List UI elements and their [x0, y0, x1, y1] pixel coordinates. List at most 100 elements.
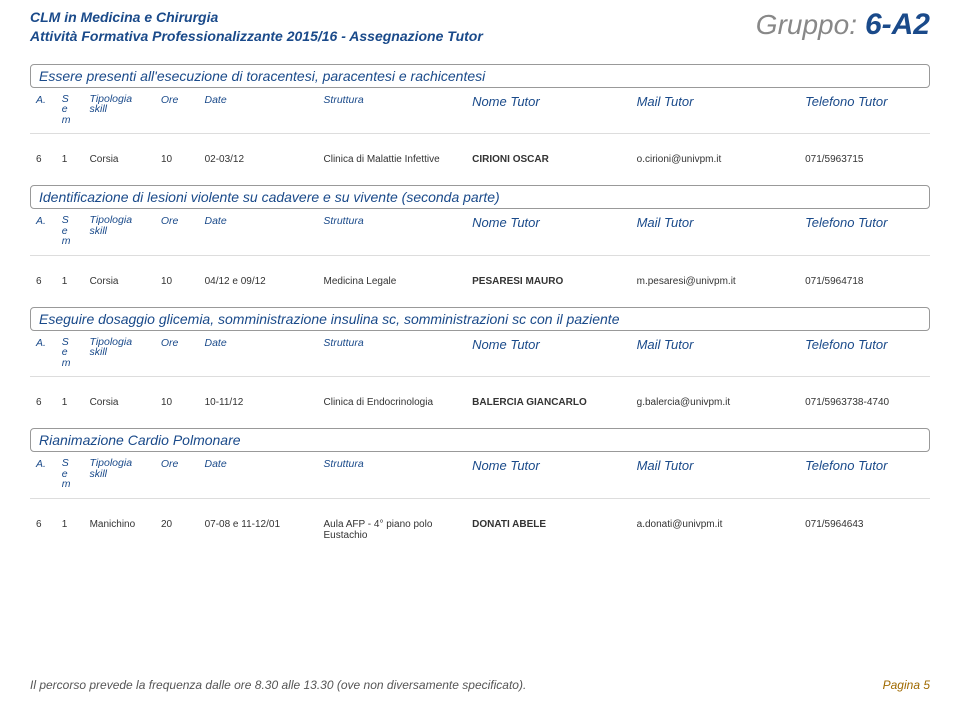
cell-a: 6: [36, 276, 62, 287]
col-tipologia-label: Tipologia skill: [90, 458, 161, 490]
cell-struttura: Aula AFP - 4° piano polo Eustachio: [324, 519, 473, 541]
page-footer: Il percorso prevede la frequenza dalle o…: [30, 678, 930, 692]
cell-a: 6: [36, 519, 62, 541]
cell-nome: DONATI ABELE: [472, 519, 637, 541]
column-header-row: A.S e mTipologia skillOreDateStrutturaNo…: [30, 333, 930, 378]
cell-tipologia: Corsia: [90, 276, 161, 287]
col-sem-label: S e m: [62, 458, 90, 490]
col-struttura-label: Struttura: [323, 215, 472, 247]
cell-date: 02-03/12: [205, 154, 324, 165]
col-telefono-label: Telefono Tutor: [805, 458, 924, 490]
col-date-label: Date: [204, 215, 323, 247]
cell-mail: m.pesaresi@univpm.it: [637, 276, 805, 287]
col-tipologia-label: Tipologia skill: [90, 215, 161, 247]
section: Eseguire dosaggio glicemia, somministraz…: [30, 307, 930, 415]
cell-tipologia: Manichino: [90, 519, 161, 541]
cell-telefono: 071/5964718: [805, 276, 924, 287]
group-block: Gruppo: 6-A2: [756, 8, 930, 42]
table-row: 61Corsia1010-11/12Clinica di Endocrinolo…: [30, 387, 930, 414]
cell-ore: 10: [161, 154, 205, 165]
cell-a: 6: [36, 397, 62, 408]
col-struttura-label: Struttura: [323, 94, 472, 126]
col-sem-label: S e m: [62, 94, 90, 126]
col-a-label: A.: [36, 458, 62, 490]
cell-mail: o.cirioni@univpm.it: [637, 154, 805, 165]
cell-struttura: Clinica di Endocrinologia: [324, 397, 473, 408]
col-ore-label: Ore: [161, 94, 205, 126]
col-sem-label: S e m: [62, 215, 90, 247]
section: Identificazione di lesioni violente su c…: [30, 185, 930, 293]
col-nome-label: Nome Tutor: [472, 337, 637, 369]
cell-ore: 10: [161, 397, 205, 408]
cell-sem: 1: [62, 276, 90, 287]
header-line1: CLM in Medicina e Chirurgia: [30, 8, 483, 27]
cell-date: 07-08 e 11-12/01: [205, 519, 324, 541]
cell-telefono: 071/5963738-4740: [805, 397, 924, 408]
col-date-label: Date: [204, 337, 323, 369]
spacer: [30, 256, 930, 266]
section-title: Essere presenti all'esecuzione di torace…: [30, 64, 930, 88]
cell-sem: 1: [62, 154, 90, 165]
table-row: 61Corsia1002-03/12Clinica di Malattie In…: [30, 144, 930, 171]
sections-container: Essere presenti all'esecuzione di torace…: [30, 64, 930, 547]
spacer: [30, 377, 930, 387]
col-sem-label: S e m: [62, 337, 90, 369]
header-line2: Attività Formativa Professionalizzante 2…: [30, 27, 483, 46]
footer-note: Il percorso prevede la frequenza dalle o…: [30, 678, 526, 692]
col-date-label: Date: [204, 458, 323, 490]
spacer: [30, 499, 930, 509]
cell-mail: g.balercia@univpm.it: [637, 397, 805, 408]
col-a-label: A.: [36, 337, 62, 369]
col-nome-label: Nome Tutor: [472, 215, 637, 247]
col-a-label: A.: [36, 94, 62, 126]
col-a-label: A.: [36, 215, 62, 247]
column-header-row: A.S e mTipologia skillOreDateStrutturaNo…: [30, 454, 930, 499]
col-struttura-label: Struttura: [323, 458, 472, 490]
col-ore-label: Ore: [161, 337, 205, 369]
cell-sem: 1: [62, 397, 90, 408]
cell-a: 6: [36, 154, 62, 165]
cell-struttura: Clinica di Malattie Infettive: [324, 154, 473, 165]
col-nome-label: Nome Tutor: [472, 458, 637, 490]
cell-tipologia: Corsia: [90, 397, 161, 408]
cell-date: 10-11/12: [205, 397, 324, 408]
section-title: Eseguire dosaggio glicemia, somministraz…: [30, 307, 930, 331]
cell-tipologia: Corsia: [90, 154, 161, 165]
cell-telefono: 071/5963715: [805, 154, 924, 165]
col-struttura-label: Struttura: [323, 337, 472, 369]
header-title-block: CLM in Medicina e Chirurgia Attività For…: [30, 8, 483, 46]
gruppo-label: Gruppo:: [756, 9, 857, 41]
col-tipologia-label: Tipologia skill: [90, 337, 161, 369]
col-nome-label: Nome Tutor: [472, 94, 637, 126]
col-date-label: Date: [204, 94, 323, 126]
cell-ore: 20: [161, 519, 205, 541]
table-row: 61Corsia1004/12 e 09/12Medicina LegalePE…: [30, 266, 930, 293]
col-telefono-label: Telefono Tutor: [805, 215, 924, 247]
col-tipologia-label: Tipologia skill: [90, 94, 161, 126]
col-mail-label: Mail Tutor: [637, 215, 805, 247]
col-telefono-label: Telefono Tutor: [805, 337, 924, 369]
footer-page: Pagina 5: [883, 678, 930, 692]
cell-date: 04/12 e 09/12: [205, 276, 324, 287]
col-mail-label: Mail Tutor: [637, 337, 805, 369]
section-title: Rianimazione Cardio Polmonare: [30, 428, 930, 452]
col-ore-label: Ore: [161, 215, 205, 247]
col-mail-label: Mail Tutor: [637, 458, 805, 490]
section: Rianimazione Cardio PolmonareA.S e mTipo…: [30, 428, 930, 547]
spacer: [30, 134, 930, 144]
cell-telefono: 071/5964643: [805, 519, 924, 541]
cell-nome: BALERCIA GIANCARLO: [472, 397, 637, 408]
table-row: 61Manichino2007-08 e 11-12/01Aula AFP - …: [30, 509, 930, 547]
col-telefono-label: Telefono Tutor: [805, 94, 924, 126]
column-header-row: A.S e mTipologia skillOreDateStrutturaNo…: [30, 90, 930, 135]
col-ore-label: Ore: [161, 458, 205, 490]
col-mail-label: Mail Tutor: [637, 94, 805, 126]
cell-sem: 1: [62, 519, 90, 541]
cell-ore: 10: [161, 276, 205, 287]
column-header-row: A.S e mTipologia skillOreDateStrutturaNo…: [30, 211, 930, 256]
section: Essere presenti all'esecuzione di torace…: [30, 64, 930, 172]
cell-struttura: Medicina Legale: [324, 276, 473, 287]
cell-nome: PESARESI MAURO: [472, 276, 637, 287]
page-header: CLM in Medicina e Chirurgia Attività For…: [30, 8, 930, 46]
section-title: Identificazione di lesioni violente su c…: [30, 185, 930, 209]
